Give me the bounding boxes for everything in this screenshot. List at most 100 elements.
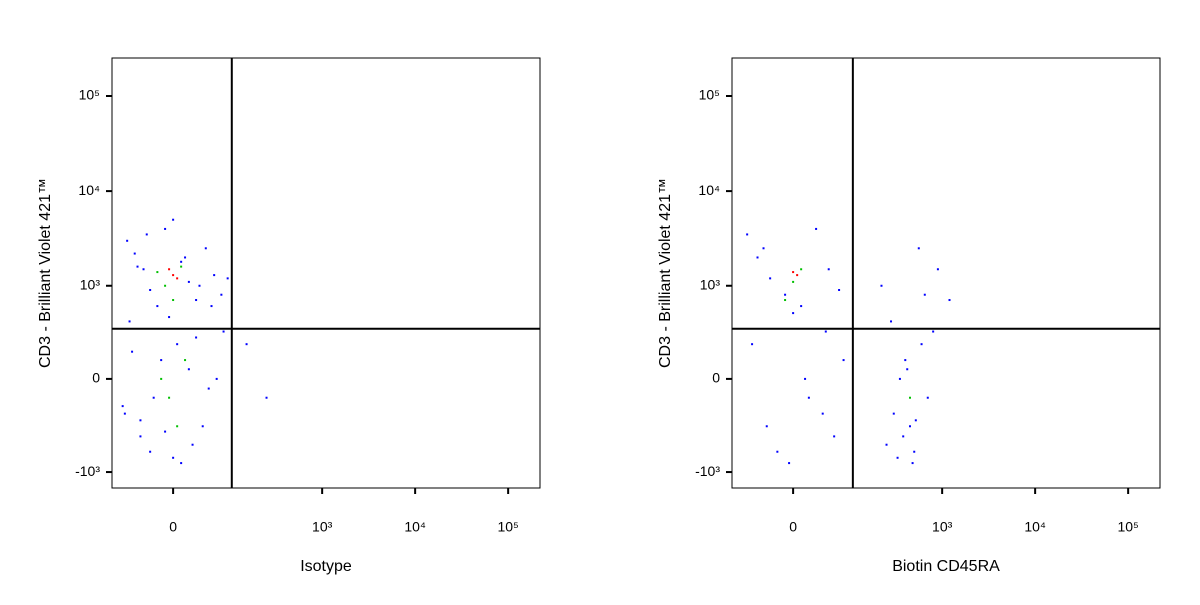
event-dot: [936, 268, 939, 271]
event-dot: [920, 343, 923, 346]
y-tick-label: 0: [92, 370, 100, 386]
event-dot: [210, 305, 213, 308]
event-dot: [149, 289, 152, 292]
event-dot: [902, 435, 905, 438]
event-dot: [145, 233, 148, 236]
event-dot: [776, 450, 779, 453]
event-dot: [911, 462, 914, 465]
event-dot: [172, 218, 175, 221]
points: [746, 227, 951, 465]
event-dot: [756, 256, 759, 259]
event-dot: [751, 343, 754, 346]
event-dot: [908, 396, 911, 399]
event-dot: [807, 396, 810, 399]
y-tick-label: 10⁵: [699, 87, 720, 103]
x-axis-title: Isotype: [300, 558, 352, 575]
event-dot: [838, 289, 841, 292]
event-dot: [160, 359, 163, 362]
event-dot: [762, 247, 765, 250]
x-tick-label: 10⁴: [1024, 519, 1046, 535]
event-dot: [769, 277, 772, 280]
event-dot: [176, 343, 179, 346]
event-dot: [792, 312, 795, 315]
event-dot: [121, 405, 124, 408]
event-dot: [172, 299, 175, 302]
event-dot: [904, 359, 907, 362]
event-dot: [784, 299, 787, 302]
event-dot: [204, 247, 207, 250]
event-dot: [948, 299, 951, 302]
event-dot: [220, 293, 223, 296]
event-dot: [892, 412, 895, 415]
event-dot: [172, 274, 175, 277]
event-dot: [932, 330, 935, 333]
y-tick-label: 10⁴: [698, 182, 720, 198]
event-dot: [746, 233, 749, 236]
event-dot: [191, 443, 194, 446]
event-dot: [168, 396, 171, 399]
event-dot: [133, 252, 136, 255]
event-dot: [833, 435, 836, 438]
event-dot: [906, 368, 909, 371]
y-tick-label: -10³: [75, 463, 100, 479]
y-tick-label: 10³: [700, 276, 721, 292]
y-axis-title: CD3 - Brilliant Violet 421™: [37, 178, 54, 368]
event-dot: [195, 299, 198, 302]
event-dot: [908, 425, 911, 428]
event-dot: [180, 462, 183, 465]
event-dot: [896, 456, 899, 459]
event-dot: [842, 359, 845, 362]
event-dot: [800, 268, 803, 271]
event-dot: [184, 256, 187, 259]
plot-frame: [111, 57, 541, 489]
event-dot: [131, 350, 134, 353]
event-dot: [128, 320, 131, 323]
event-dot: [215, 377, 218, 380]
panel: 0 10³ 10⁴ 10⁵ -10³ 0 10³ 10⁴ 10⁵ Isotype CD3 - Bri…: [37, 57, 541, 575]
event-dot: [827, 268, 830, 271]
event-dot: [180, 260, 183, 263]
event-dot: [152, 396, 155, 399]
event-dot: [917, 247, 920, 250]
event-dot: [914, 419, 917, 422]
event-dot: [815, 227, 818, 230]
event-dot: [796, 274, 799, 277]
event-dot: [226, 277, 229, 280]
y-axis-title: CD3 - Brilliant Violet 421™: [657, 178, 674, 368]
y-tick-label: 0: [712, 370, 720, 386]
event-dot: [160, 377, 163, 380]
y-tick-label: 10⁵: [79, 87, 100, 103]
y-tick-label: 10⁴: [78, 182, 100, 198]
event-dot: [164, 430, 167, 433]
x-tick-label: 10⁵: [497, 519, 518, 535]
x-tick-label: 10⁵: [1117, 519, 1138, 535]
event-dot: [195, 336, 198, 339]
event-dot: [176, 425, 179, 428]
x-tick-label: 10⁴: [404, 519, 426, 535]
event-dot: [245, 343, 248, 346]
event-dot: [788, 462, 791, 465]
event-dot: [784, 293, 787, 296]
event-dot: [184, 359, 187, 362]
event-dot: [898, 377, 901, 380]
event-dot: [201, 425, 204, 428]
event-dot: [156, 305, 159, 308]
event-dot: [139, 435, 142, 438]
event-dot: [168, 316, 171, 319]
event-dot: [187, 280, 190, 283]
x-tick-label: 10³: [312, 519, 333, 535]
event-dot: [792, 280, 795, 283]
points: [121, 218, 268, 465]
event-dot: [198, 284, 201, 287]
event-dot: [222, 330, 225, 333]
event-dot: [804, 377, 807, 380]
event-dot: [923, 293, 926, 296]
x-tick-label: 0: [789, 519, 797, 535]
y-tick-label: -10³: [695, 463, 720, 479]
event-dot: [880, 284, 883, 287]
x-tick-label: 10³: [932, 519, 953, 535]
event-dot: [172, 456, 175, 459]
event-dot: [800, 305, 803, 308]
event-dot: [821, 412, 824, 415]
